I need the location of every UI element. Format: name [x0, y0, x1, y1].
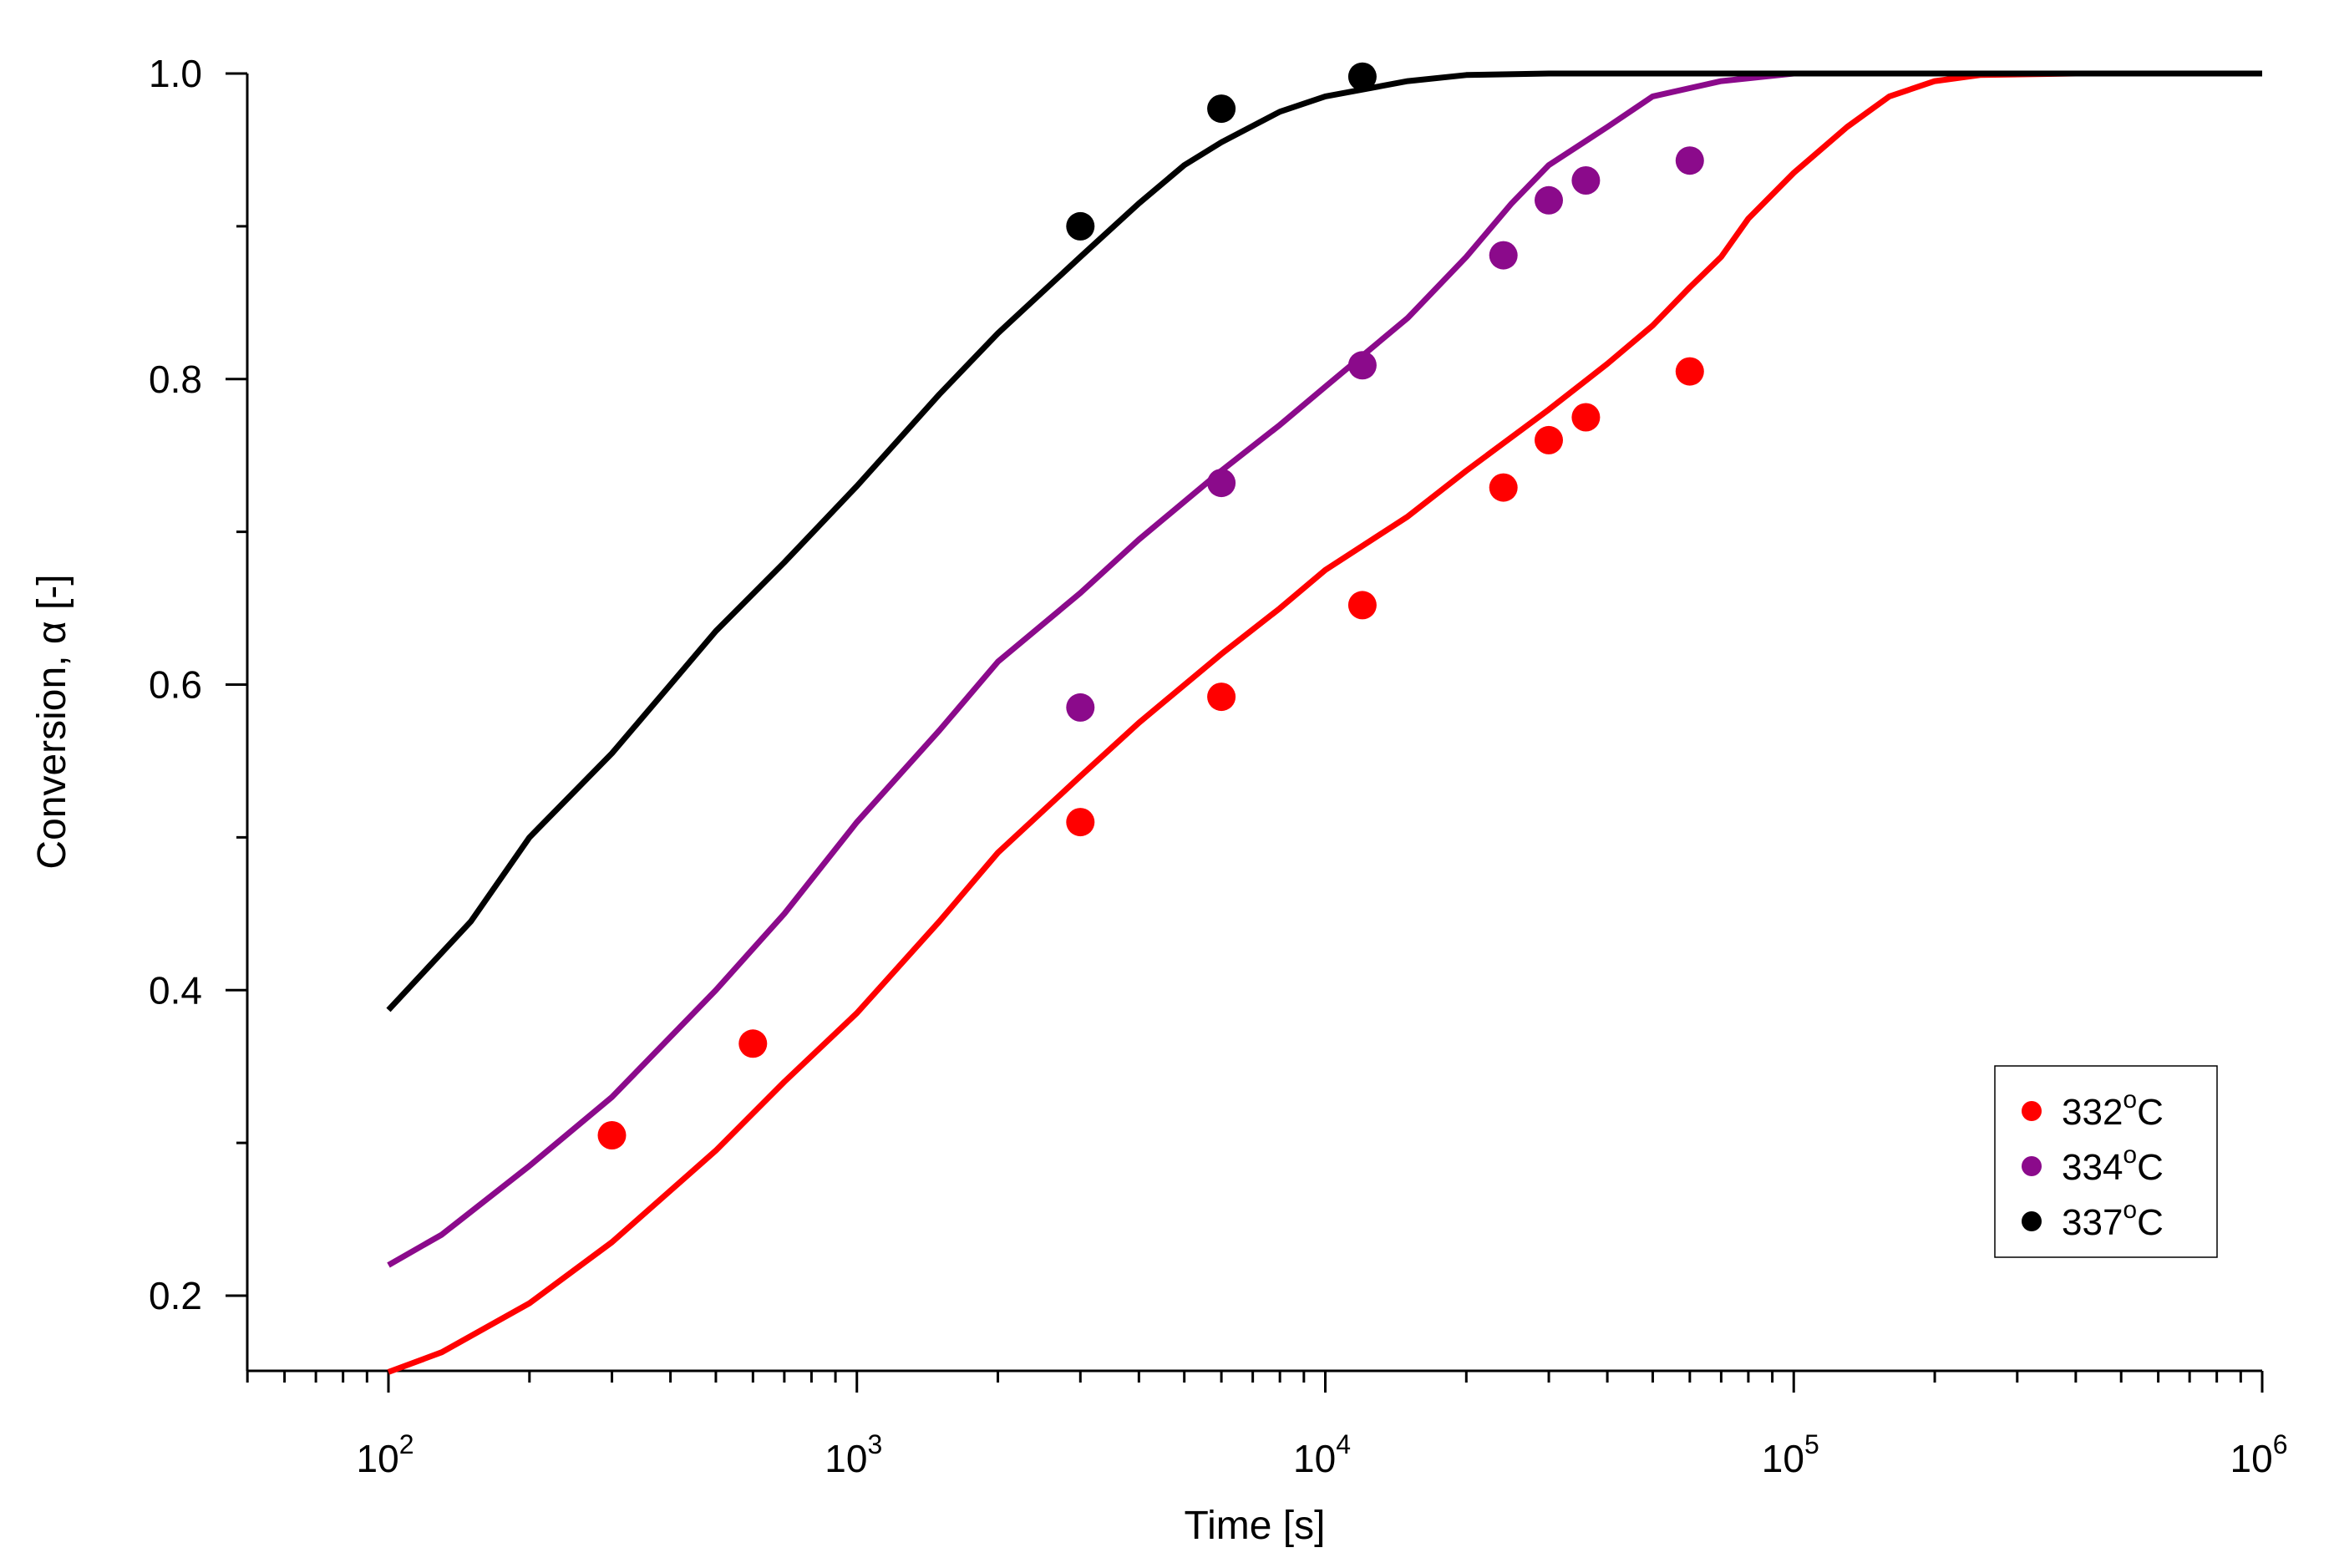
y-tick-label: 0.8: [149, 358, 202, 401]
data-point-332: [1207, 683, 1236, 712]
x-tick-label: 105: [1762, 1429, 1819, 1480]
fit-line-332: [387, 70, 2262, 1375]
legend-label-334: 334oC: [2062, 1141, 2164, 1188]
x-axis-ticks: 102 103 104 105 106: [246, 1371, 2288, 1480]
data-point-332: [738, 1029, 768, 1058]
legend-marker-334: [2022, 1156, 2042, 1176]
data-point-332: [1571, 403, 1601, 432]
legend-label-337: 337oC: [2062, 1196, 2164, 1243]
y-axis-title: Conversion, α [-]: [30, 574, 74, 869]
legend-marker-332: [2022, 1101, 2042, 1121]
y-tick-label: 0.2: [149, 1274, 202, 1317]
data-point-332: [1535, 425, 1563, 454]
fit-lines: [386, 70, 2262, 1375]
data-point-334: [1571, 166, 1601, 195]
data-point-334: [1207, 469, 1236, 498]
legend: 332oC 334oC 337oC: [1994, 1065, 2218, 1258]
data-point-334: [1675, 146, 1704, 175]
data-point-334: [1535, 185, 1563, 215]
data-point-337: [1066, 211, 1095, 241]
data-point-332: [1675, 357, 1704, 386]
data-point-334: [1489, 241, 1518, 270]
data-point-332: [1347, 591, 1377, 620]
data-point-332: [1489, 473, 1518, 502]
y-axis-ticks: 0.2 0.4 0.6 0.8 1.0: [149, 52, 247, 1317]
x-tick-label: 104: [1293, 1429, 1351, 1480]
data-points: [597, 62, 1704, 1149]
x-tick-label: 103: [825, 1429, 882, 1480]
legend-marker-337: [2022, 1211, 2042, 1231]
y-tick-label: 0.6: [149, 663, 202, 707]
data-point-337: [1347, 62, 1377, 91]
x-tick-label: 102: [357, 1429, 414, 1480]
data-point-334: [1347, 351, 1377, 380]
fit-line-334: [387, 70, 2262, 1268]
fit-line-337: [386, 70, 2262, 1012]
legend-label-332: 332oC: [2062, 1086, 2164, 1133]
y-tick-label: 1.0: [149, 52, 202, 95]
x-axis-title: Time [s]: [1185, 1504, 1326, 1548]
data-point-332: [1066, 808, 1095, 837]
x-tick-label: 106: [2230, 1429, 2288, 1480]
data-point-334: [1066, 693, 1095, 722]
y-tick-label: 0.4: [149, 968, 202, 1012]
data-point-332: [597, 1121, 627, 1149]
data-point-337: [1207, 94, 1236, 124]
axes-layer: [246, 74, 2262, 1373]
